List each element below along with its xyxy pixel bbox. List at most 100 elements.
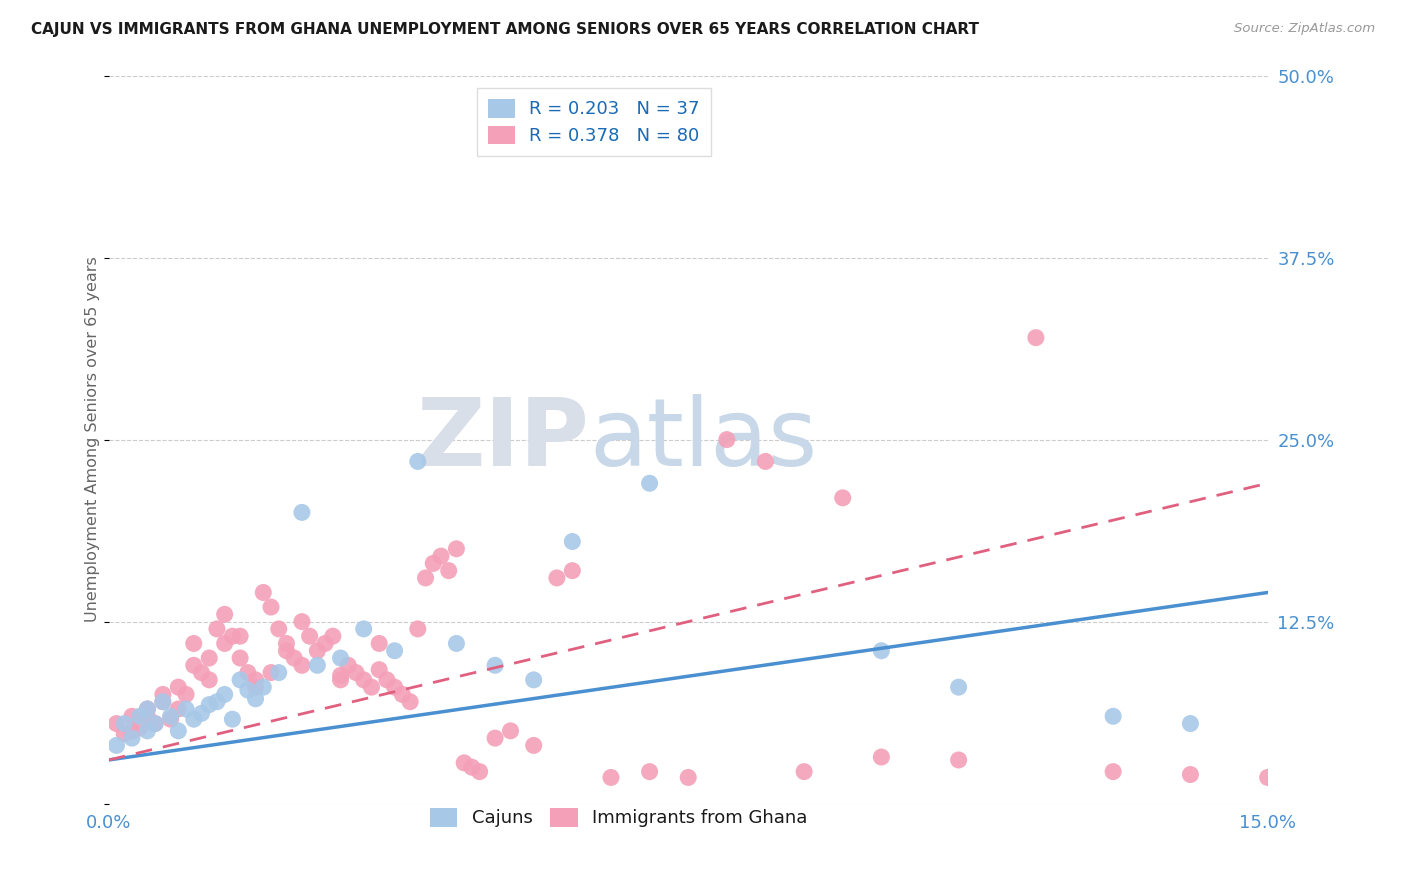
Point bbox=[252, 585, 274, 599]
Point bbox=[143, 716, 166, 731]
Point bbox=[1025, 331, 1047, 345]
Point bbox=[229, 651, 252, 665]
Point bbox=[1102, 764, 1125, 779]
Point bbox=[112, 716, 135, 731]
Point bbox=[1257, 771, 1279, 785]
Point bbox=[360, 680, 382, 694]
Point bbox=[174, 688, 197, 702]
Point bbox=[415, 571, 437, 585]
Point bbox=[252, 680, 274, 694]
Point bbox=[422, 557, 444, 571]
Point bbox=[344, 665, 367, 680]
Point bbox=[121, 709, 143, 723]
Point bbox=[676, 771, 699, 785]
Y-axis label: Unemployment Among Seniors over 65 years: Unemployment Among Seniors over 65 years bbox=[86, 257, 100, 623]
Point bbox=[322, 629, 344, 643]
Point bbox=[183, 712, 205, 726]
Point bbox=[152, 695, 174, 709]
Point bbox=[190, 665, 212, 680]
Point bbox=[406, 454, 429, 468]
Point bbox=[1180, 716, 1202, 731]
Point bbox=[283, 651, 305, 665]
Point bbox=[461, 760, 484, 774]
Point bbox=[214, 636, 236, 650]
Point bbox=[245, 680, 267, 694]
Point bbox=[229, 673, 252, 687]
Point bbox=[561, 534, 583, 549]
Text: atlas: atlas bbox=[589, 393, 818, 485]
Point bbox=[484, 658, 506, 673]
Point bbox=[276, 644, 298, 658]
Point bbox=[499, 723, 522, 738]
Point bbox=[198, 698, 221, 712]
Point bbox=[561, 564, 583, 578]
Point bbox=[174, 702, 197, 716]
Text: CAJUN VS IMMIGRANTS FROM GHANA UNEMPLOYMENT AMONG SENIORS OVER 65 YEARS CORRELAT: CAJUN VS IMMIGRANTS FROM GHANA UNEMPLOYM… bbox=[31, 22, 979, 37]
Point bbox=[468, 764, 491, 779]
Point bbox=[329, 668, 352, 682]
Legend: Cajuns, Immigrants from Ghana: Cajuns, Immigrants from Ghana bbox=[423, 801, 814, 835]
Point bbox=[159, 709, 181, 723]
Point bbox=[128, 721, 150, 735]
Point bbox=[214, 607, 236, 622]
Point bbox=[307, 644, 329, 658]
Point bbox=[267, 665, 290, 680]
Point bbox=[384, 644, 406, 658]
Point bbox=[167, 680, 190, 694]
Point bbox=[384, 680, 406, 694]
Point bbox=[353, 673, 375, 687]
Point bbox=[391, 688, 413, 702]
Point bbox=[1102, 709, 1125, 723]
Point bbox=[430, 549, 453, 563]
Point bbox=[260, 600, 283, 615]
Point bbox=[121, 731, 143, 745]
Point bbox=[754, 454, 776, 468]
Point bbox=[205, 695, 228, 709]
Point bbox=[167, 702, 190, 716]
Point bbox=[198, 651, 221, 665]
Point bbox=[245, 673, 267, 687]
Point bbox=[368, 636, 391, 650]
Point bbox=[399, 695, 422, 709]
Point bbox=[105, 739, 128, 753]
Point bbox=[870, 750, 893, 764]
Point bbox=[276, 636, 298, 650]
Point bbox=[260, 665, 283, 680]
Point bbox=[236, 665, 259, 680]
Point bbox=[337, 658, 360, 673]
Point bbox=[190, 706, 212, 721]
Point bbox=[136, 702, 159, 716]
Point bbox=[546, 571, 568, 585]
Point bbox=[523, 739, 546, 753]
Point bbox=[136, 723, 159, 738]
Point bbox=[229, 629, 252, 643]
Point bbox=[236, 683, 259, 698]
Point bbox=[600, 771, 623, 785]
Point bbox=[298, 629, 321, 643]
Point bbox=[152, 688, 174, 702]
Point bbox=[121, 723, 143, 738]
Point bbox=[159, 712, 181, 726]
Point bbox=[523, 673, 546, 687]
Point bbox=[353, 622, 375, 636]
Point bbox=[167, 723, 190, 738]
Point bbox=[245, 691, 267, 706]
Point bbox=[307, 658, 329, 673]
Point bbox=[375, 673, 398, 687]
Point bbox=[329, 651, 352, 665]
Point bbox=[453, 756, 475, 770]
Point bbox=[484, 731, 506, 745]
Point bbox=[329, 673, 352, 687]
Point bbox=[152, 695, 174, 709]
Point bbox=[437, 564, 460, 578]
Point bbox=[716, 433, 738, 447]
Point bbox=[221, 629, 243, 643]
Point bbox=[948, 680, 970, 694]
Point bbox=[112, 727, 135, 741]
Point bbox=[128, 709, 150, 723]
Point bbox=[1180, 767, 1202, 781]
Point bbox=[291, 658, 314, 673]
Point bbox=[446, 636, 468, 650]
Point bbox=[793, 764, 815, 779]
Point bbox=[870, 644, 893, 658]
